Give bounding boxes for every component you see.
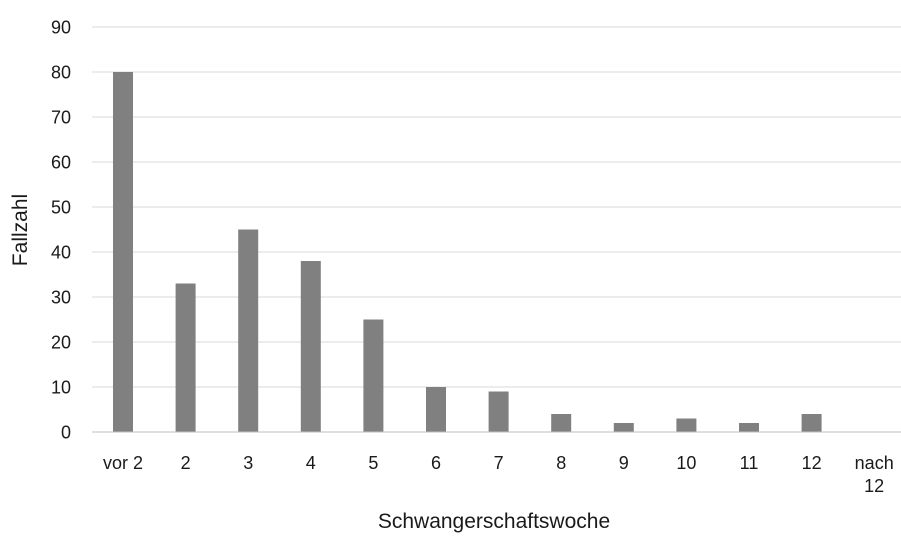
y-tick-labels: 0 10 20 30 40 50 60 70 80 90 — [51, 18, 71, 443]
x-tick-label: 6 — [431, 453, 441, 473]
y-tick-label: 30 — [51, 288, 71, 308]
y-tick-label: 80 — [51, 63, 71, 83]
x-tick-label: 9 — [619, 453, 629, 473]
bar — [300, 261, 321, 432]
bar — [488, 391, 509, 432]
y-tick-label: 10 — [51, 378, 71, 398]
gridlines — [92, 26, 901, 388]
bar — [739, 423, 759, 432]
bar — [613, 423, 634, 432]
bar — [175, 283, 196, 432]
x-tick-label: 4 — [306, 453, 316, 473]
y-tick-label: 60 — [51, 153, 71, 173]
x-tick-label: 3 — [243, 453, 253, 473]
bar — [551, 414, 572, 432]
y-tick-label: 40 — [51, 243, 71, 263]
bar — [238, 229, 259, 432]
x-tick-labels: vor 2 2 3 4 5 6 7 8 9 10 11 12 nach 12 — [103, 453, 894, 496]
y-tick-label: 70 — [51, 108, 71, 128]
y-tick-label: 20 — [51, 333, 71, 353]
bar — [426, 387, 446, 432]
x-tick-label: 8 — [556, 453, 566, 473]
bar — [113, 72, 133, 432]
x-tick-label: 11 — [740, 453, 759, 473]
bars — [113, 72, 822, 432]
bar — [676, 418, 697, 432]
x-tick-label: nach 12 — [855, 453, 894, 496]
x-tick-label: 7 — [494, 453, 504, 473]
x-tick-label: vor 2 — [103, 453, 143, 473]
x-tick-label: 12 — [802, 453, 822, 473]
y-tick-label: 50 — [51, 198, 71, 218]
bar — [801, 414, 822, 432]
y-tick-label: 90 — [51, 18, 71, 38]
x-tick-label: 2 — [181, 453, 191, 473]
x-tick-label: 5 — [368, 453, 378, 473]
y-axis-title: Fallzahl — [9, 194, 32, 266]
bar — [363, 319, 384, 432]
x-axis-title: Schwangerschaftswoche — [378, 510, 610, 533]
x-tick-label: 10 — [676, 453, 696, 473]
y-tick-label: 0 — [61, 423, 71, 443]
